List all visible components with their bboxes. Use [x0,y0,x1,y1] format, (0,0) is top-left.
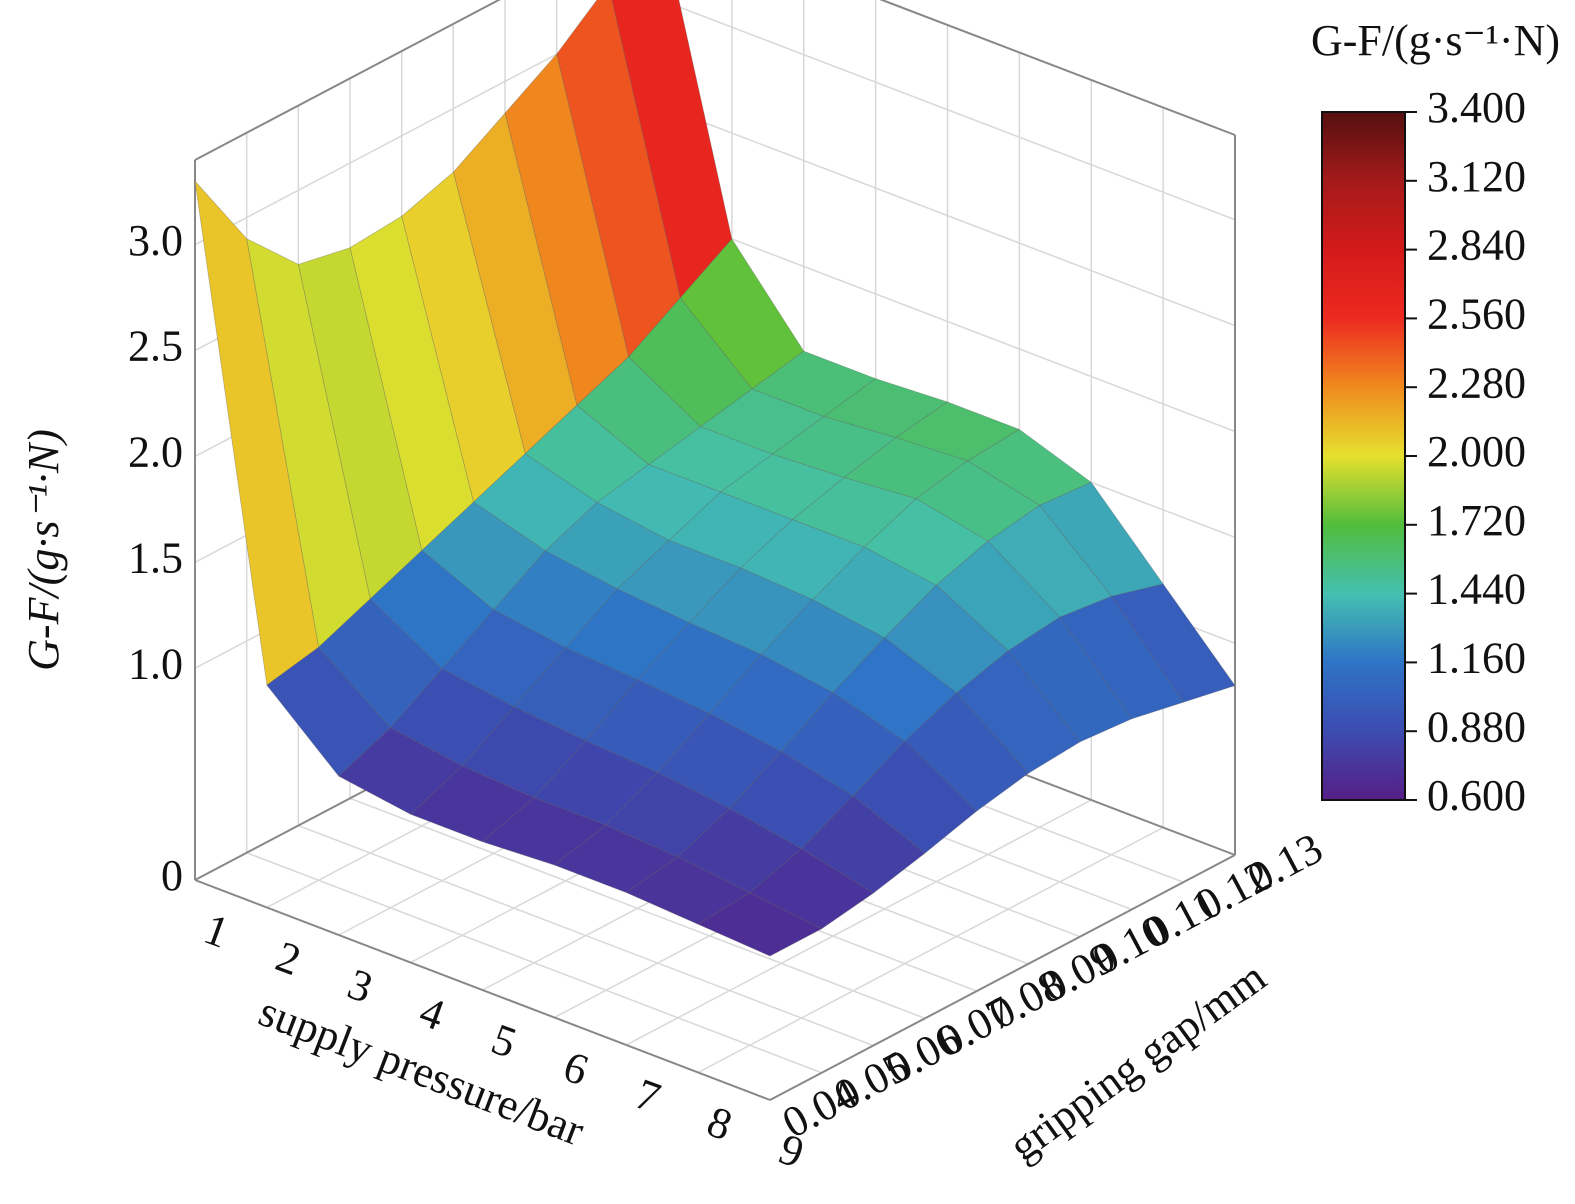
axis-edge [769,854,1236,1101]
z-tick-label: 1.0 [128,639,183,688]
colorbar [1321,111,1406,801]
x-tick-label: 3 [342,959,379,1013]
colorbar-tick-label: 3.120 [1427,152,1526,201]
x-tick-label: 7 [629,1069,666,1123]
colorbar-tick-label: 1.440 [1427,565,1526,614]
axis-edge [194,879,771,1101]
z-tick-label: 0 [161,851,183,900]
x-tick-label: 2 [270,932,307,986]
z-tick-label: 2.0 [128,428,183,477]
surface-cell [800,795,926,894]
z-tick-label: 2.5 [128,322,183,371]
x-tick-label: 5 [485,1014,522,1068]
z-axis-title: G-F/(g·s⁻¹·N) [19,429,68,671]
colorbar-tick-label: 0.600 [1427,771,1526,820]
z-tick-label: 1.5 [128,533,183,582]
surface-cell [697,892,823,957]
grid-line [697,826,1164,1074]
colorbar-tick-label: 3.400 [1427,83,1526,132]
colorbar-tick-label: 2.560 [1427,289,1526,338]
x-tick-label: 6 [557,1042,594,1096]
x-tick-label: 8 [701,1097,738,1151]
colorbar-tick-label: 2.000 [1427,427,1526,476]
x-tick-label: 1 [198,904,235,958]
colorbar-tick-label: 2.840 [1427,221,1526,270]
surface-cell [904,692,1029,812]
x-tick-label: 4 [413,987,450,1041]
colorbar-tick-label: 1.720 [1427,496,1526,545]
colorbar-title: G-F/(g·s⁻¹·N) [1311,16,1560,65]
axis-edge [194,0,501,161]
axis-edge [879,0,1236,136]
colorbar-tick-label: 2.280 [1427,358,1526,407]
grid-line [625,799,1092,1046]
z-tick-label: 3.0 [128,216,183,265]
colorbar-tick-label: 0.880 [1427,702,1526,751]
surface-cell [852,740,978,854]
colorbar-tick-label: 1.160 [1427,633,1526,682]
